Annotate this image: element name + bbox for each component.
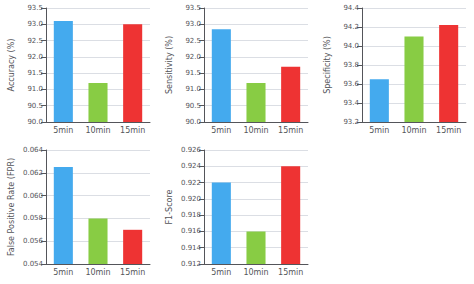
svg-text:10min: 10min — [243, 126, 268, 135]
svg-text:10min: 10min — [243, 268, 268, 277]
svg-text:92.0: 92.0 — [27, 53, 43, 61]
svg-text:0.912: 0.912 — [181, 260, 201, 268]
svg-text:0.924: 0.924 — [181, 162, 202, 170]
svg-text:0.922: 0.922 — [181, 179, 201, 187]
svg-text:90.0: 90.0 — [185, 118, 201, 126]
svg-text:5min: 5min — [53, 126, 73, 135]
svg-text:92.5: 92.5 — [185, 37, 201, 45]
svg-text:91.5: 91.5 — [185, 69, 201, 77]
svg-text:15min: 15min — [278, 268, 303, 277]
svg-text:0.062: 0.062 — [23, 169, 43, 177]
svg-text:92.5: 92.5 — [27, 37, 43, 45]
svg-text:10min: 10min — [401, 126, 426, 135]
svg-text:15min: 15min — [120, 268, 145, 277]
svg-text:92.0: 92.0 — [185, 53, 201, 61]
svg-text:15min: 15min — [436, 126, 461, 135]
svg-text:93.0: 93.0 — [27, 20, 43, 28]
svg-text:94.0: 94.0 — [343, 42, 359, 50]
svg-text:91.5: 91.5 — [27, 69, 43, 77]
svg-text:0.914: 0.914 — [181, 244, 202, 252]
svg-text:0.920: 0.920 — [181, 195, 201, 203]
svg-text:Accuracy (%): Accuracy (%) — [7, 39, 16, 92]
svg-text:False Positive Rate (FPR): False Positive Rate (FPR) — [7, 158, 16, 256]
svg-text:93.2: 93.2 — [343, 118, 359, 126]
svg-text:0.916: 0.916 — [181, 227, 202, 235]
svg-text:90.5: 90.5 — [185, 102, 201, 110]
svg-text:0.060: 0.060 — [23, 192, 43, 200]
svg-text:90.5: 90.5 — [27, 102, 43, 110]
svg-text:93.8: 93.8 — [343, 61, 359, 69]
svg-text:0.058: 0.058 — [23, 214, 43, 222]
svg-text:93.5: 93.5 — [185, 4, 201, 12]
svg-text:0.918: 0.918 — [181, 211, 201, 219]
svg-text:Specificity (%): Specificity (%) — [323, 36, 332, 94]
svg-text:5min: 5min — [211, 268, 231, 277]
svg-text:15min: 15min — [120, 126, 145, 135]
svg-text:93.5: 93.5 — [27, 4, 43, 12]
svg-text:0.064: 0.064 — [23, 146, 44, 154]
svg-text:5min: 5min — [211, 126, 231, 135]
svg-text:Sensitivity (%): Sensitivity (%) — [165, 36, 174, 94]
svg-text:5min: 5min — [53, 268, 73, 277]
svg-text:0.926: 0.926 — [181, 146, 202, 154]
svg-text:91.0: 91.0 — [185, 85, 201, 93]
svg-text:93.0: 93.0 — [185, 20, 201, 28]
svg-text:0.056: 0.056 — [23, 237, 44, 245]
svg-text:93.4: 93.4 — [343, 99, 359, 107]
svg-text:93.6: 93.6 — [343, 80, 359, 88]
svg-text:10min: 10min — [85, 268, 110, 277]
svg-text:0.054: 0.054 — [23, 260, 44, 268]
svg-text:94.2: 94.2 — [343, 23, 359, 31]
svg-text:90.0: 90.0 — [27, 118, 43, 126]
svg-text:5min: 5min — [369, 126, 389, 135]
svg-text:10min: 10min — [85, 126, 110, 135]
svg-text:15min: 15min — [278, 126, 303, 135]
svg-text:91.0: 91.0 — [27, 85, 43, 93]
svg-text:F1-Score: F1-Score — [165, 189, 174, 224]
svg-text:94.4: 94.4 — [343, 4, 359, 12]
